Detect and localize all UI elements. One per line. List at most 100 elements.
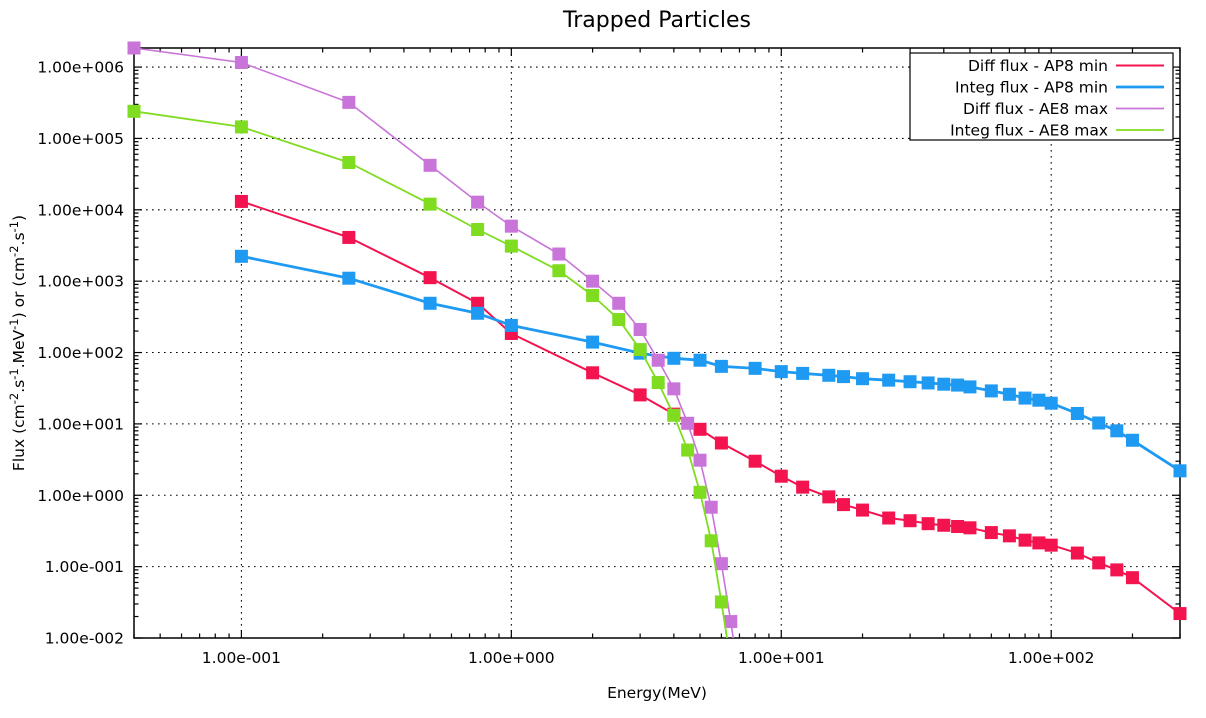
data-point-diff-flux-ap8-min xyxy=(1070,546,1084,560)
data-point-integ-flux-ap8-min xyxy=(1125,433,1139,447)
data-point-diff-flux-ae8-max xyxy=(693,453,707,467)
legend-label: Diff flux - AP8 min xyxy=(968,57,1108,75)
data-point-diff-flux-ae8-max xyxy=(612,296,626,310)
data-point-diff-flux-ae8-max xyxy=(504,219,518,233)
data-point-integ-flux-ap8-min xyxy=(1092,416,1106,430)
series-integ-flux-ae8-max xyxy=(127,104,728,638)
y-tick-label: 1.00e+004 xyxy=(37,201,124,219)
y-tick-label: 1.00e-002 xyxy=(45,630,124,648)
data-point-diff-flux-ap8-min xyxy=(471,296,485,310)
data-point-diff-flux-ap8-min xyxy=(714,436,728,450)
data-point-diff-flux-ap8-min xyxy=(921,517,935,531)
data-point-diff-flux-ap8-min xyxy=(822,490,836,504)
legend-label: Integ flux - AP8 min xyxy=(955,79,1108,97)
data-point-integ-flux-ap8-min xyxy=(856,372,870,386)
y-axis-label-superscript: -2 xyxy=(7,245,21,256)
y-axis-label-text: .s xyxy=(10,380,28,393)
data-point-diff-flux-ap8-min xyxy=(1092,556,1106,570)
data-point-integ-flux-ap8-min xyxy=(882,373,896,387)
data-point-integ-flux-ap8-min xyxy=(951,378,965,392)
data-point-diff-flux-ap8-min xyxy=(903,514,917,528)
data-point-diff-flux-ap8-min xyxy=(1173,607,1187,621)
series-line-integ-flux-ap8-min xyxy=(241,254,1180,472)
legend-item-integ-flux-ae8-max: Integ flux - AE8 max xyxy=(950,122,1164,140)
y-tick-label: 1.00e+001 xyxy=(37,415,124,433)
chart-title: Trapped Particles xyxy=(562,8,751,33)
series-line-diff-flux-ap8-min xyxy=(241,200,1180,615)
data-point-integ-flux-ap8-min xyxy=(937,377,951,391)
data-point-diff-flux-ap8-min xyxy=(951,520,965,534)
legend-item-diff-flux-ae8-max: Diff flux - AE8 max xyxy=(963,100,1164,118)
data-point-diff-flux-ae8-max xyxy=(681,416,695,430)
data-point-integ-flux-ap8-min xyxy=(471,306,485,320)
data-point-integ-flux-ap8-min xyxy=(1110,424,1124,438)
data-point-diff-flux-ae8-max xyxy=(552,247,566,261)
data-point-diff-flux-ae8-max xyxy=(234,55,248,69)
data-point-integ-flux-ae8-max xyxy=(423,197,437,211)
data-point-integ-flux-ap8-min xyxy=(748,361,762,375)
data-point-diff-flux-ap8-min xyxy=(633,388,647,402)
data-point-integ-flux-ap8-min xyxy=(796,366,810,380)
data-point-diff-flux-ap8-min xyxy=(1125,571,1139,585)
y-axis-label-text: .MeV xyxy=(10,329,28,368)
data-point-diff-flux-ap8-min xyxy=(836,498,850,512)
data-point-integ-flux-ap8-min xyxy=(836,370,850,384)
series-diff-flux-ae8-max xyxy=(127,41,738,638)
data-point-diff-flux-ap8-min xyxy=(1044,538,1058,552)
data-point-diff-flux-ae8-max xyxy=(342,95,356,109)
data-point-diff-flux-ae8-max xyxy=(633,323,647,337)
y-tick-label: 1.00e+000 xyxy=(37,487,124,505)
y-axis-label-superscript: -1 xyxy=(7,318,21,329)
data-point-integ-flux-ap8-min xyxy=(774,365,788,379)
x-tick-label: 1.00e-001 xyxy=(202,649,281,667)
y-axis-label-text: ) or (cm xyxy=(10,257,28,318)
plot-border xyxy=(133,47,1181,639)
data-point-integ-flux-ae8-max xyxy=(234,120,248,134)
data-point-integ-flux-ae8-max xyxy=(704,534,718,548)
y-axis-label-text: ) xyxy=(10,215,28,221)
data-point-integ-flux-ap8-min xyxy=(423,296,437,310)
legend-label: Diff flux - AE8 max xyxy=(963,100,1108,118)
data-point-integ-flux-ae8-max xyxy=(586,288,600,302)
legend-item-integ-flux-ap8-min: Integ flux - AP8 min xyxy=(955,79,1164,97)
data-point-diff-flux-ap8-min xyxy=(1032,536,1046,550)
data-point-integ-flux-ae8-max xyxy=(633,343,647,357)
data-point-diff-flux-ap8-min xyxy=(1018,533,1032,547)
series-diff-flux-ap8-min xyxy=(234,194,1187,621)
data-point-integ-flux-ap8-min xyxy=(234,249,248,263)
data-point-integ-flux-ap8-min xyxy=(822,368,836,382)
data-point-integ-flux-ae8-max xyxy=(471,222,485,236)
data-point-integ-flux-ae8-max xyxy=(651,376,665,390)
y-axis-label-text: Flux (cm xyxy=(10,404,28,471)
data-point-integ-flux-ae8-max xyxy=(714,595,728,609)
data-point-integ-flux-ap8-min xyxy=(342,271,356,285)
data-point-integ-flux-ap8-min xyxy=(1032,393,1046,407)
data-point-integ-flux-ap8-min xyxy=(586,335,600,349)
data-point-diff-flux-ae8-max xyxy=(651,353,665,367)
data-point-diff-flux-ae8-max xyxy=(724,615,738,629)
legend-item-diff-flux-ap8-min: Diff flux - AP8 min xyxy=(968,57,1164,75)
data-point-diff-flux-ap8-min xyxy=(1110,563,1124,577)
data-point-integ-flux-ae8-max xyxy=(127,104,141,118)
series-line-diff-flux-ae8-max xyxy=(134,48,735,638)
data-point-integ-flux-ap8-min xyxy=(1044,396,1058,410)
data-point-diff-flux-ae8-max xyxy=(714,557,728,571)
data-point-diff-flux-ap8-min xyxy=(693,422,707,436)
data-point-integ-flux-ap8-min xyxy=(1018,391,1032,405)
data-point-integ-flux-ap8-min xyxy=(1173,464,1187,478)
legend: Diff flux - AP8 min Integ flux - AP8 min D… xyxy=(909,52,1174,141)
y-axis-label-superscript: -1 xyxy=(7,221,21,232)
data-point-integ-flux-ap8-min xyxy=(921,376,935,390)
data-point-diff-flux-ap8-min xyxy=(1002,529,1016,543)
data-point-diff-flux-ap8-min xyxy=(882,511,896,525)
y-axis-label-text: .s xyxy=(10,232,28,245)
y-tick-label: 1.00e+006 xyxy=(37,59,124,77)
data-point-diff-flux-ap8-min xyxy=(342,230,356,244)
data-point-diff-flux-ap8-min xyxy=(963,521,977,535)
y-axis-label: Flux (cm-2.s-1.MeV-1) or (cm-2.s-1) xyxy=(7,215,28,471)
legend-box xyxy=(909,52,1174,141)
y-tick-label: 1.00e+002 xyxy=(37,344,124,362)
data-point-diff-flux-ap8-min xyxy=(423,271,437,285)
